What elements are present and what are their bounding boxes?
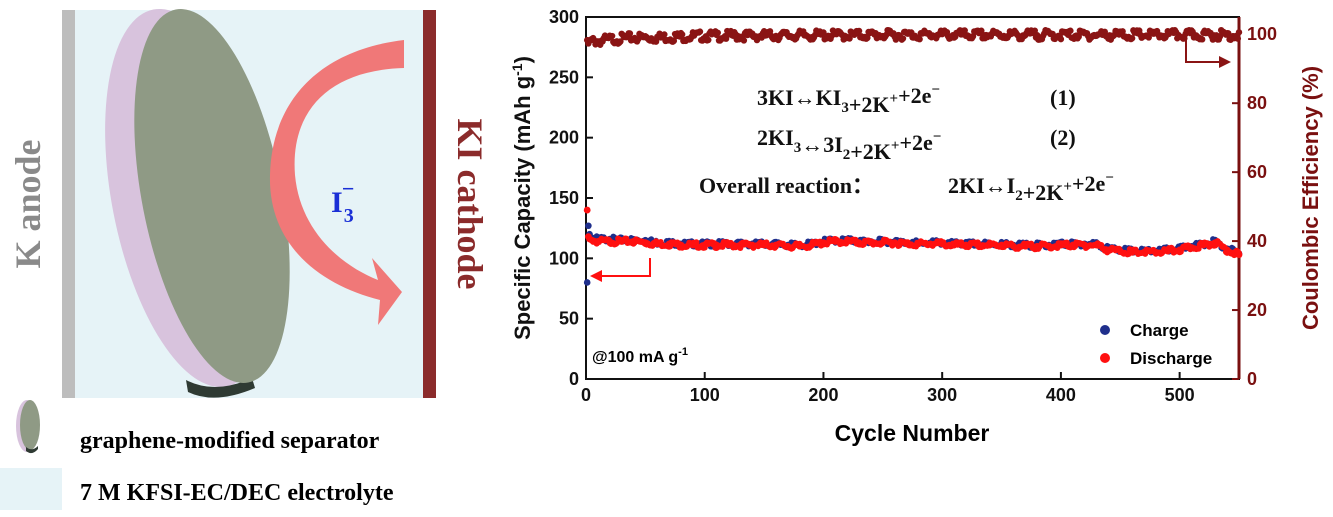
ce-point: [820, 29, 827, 36]
discharge-series: [583, 206, 1243, 259]
ki-cathode-plate: [423, 10, 436, 398]
charge-point: [583, 279, 591, 286]
x-tick-label: 400: [1046, 385, 1076, 405]
left-y-axis-title: Specific Capacity (mAh g-1): [509, 56, 535, 340]
k-anode-label: K anode: [8, 139, 48, 268]
discharge-point: [1236, 250, 1242, 257]
overall-reaction-equation: 2KI↔I2+2K++2e−: [948, 170, 1114, 205]
y-tick-label: 50: [559, 309, 579, 329]
right-y-axis-title: Coulombic Efficiency (%): [1298, 66, 1323, 330]
ce-point: [855, 27, 863, 35]
ce-point: [899, 35, 907, 42]
y2-tick-label: 40: [1247, 231, 1267, 251]
ce-point: [626, 30, 634, 37]
reaction-equations: 3KI↔KI3+2K++2e− (1) 2KI3↔3I2+2K++2e− (2) Ove…: [699, 82, 1114, 205]
y-tick-label: 0: [569, 369, 579, 389]
x-axis-title: Cycle Number: [835, 420, 990, 446]
ce-point: [1198, 36, 1206, 43]
reaction-tag-2: (2): [1050, 125, 1076, 150]
ce-point: [846, 35, 853, 42]
discharge-legend-marker: [1100, 353, 1110, 363]
x-axis: 0 100 200 300 400 500: [581, 372, 1195, 405]
chart-legend: Charge Discharge: [1100, 321, 1212, 368]
ce-point: [1119, 28, 1126, 35]
ce-point: [661, 31, 668, 38]
separator-edge-shadow: [186, 378, 255, 398]
x-tick-label: 300: [927, 385, 957, 405]
left-axis-indicator-arrow: [590, 258, 651, 282]
charge-legend-label: Charge: [1130, 321, 1189, 340]
separator-legend-label: graphene-modified separator: [80, 428, 380, 454]
discharge-point: [583, 206, 591, 214]
ce-point: [678, 31, 686, 38]
ce-point: [608, 32, 616, 40]
ce-point: [916, 35, 923, 43]
ce-point: [864, 34, 871, 42]
k-anode-plate: [62, 10, 75, 398]
ce-point: [696, 28, 704, 35]
ce-point: [1057, 35, 1065, 43]
charge-point: [585, 222, 592, 230]
charge-legend-marker: [1100, 325, 1110, 335]
discharge-point: [693, 239, 700, 246]
x-tick-label: 0: [581, 385, 591, 405]
ce-point: [740, 37, 748, 44]
current-density-label: @100 mA g-1: [592, 346, 688, 366]
y2-tick-label: 80: [1247, 93, 1267, 113]
reaction-equation-1: 3KI↔KI3+2K++2e−: [757, 82, 940, 117]
cell-schematic: I3− K anode KI cathode: [8, 8, 490, 398]
ce-point: [1067, 27, 1074, 34]
separator-icon: [16, 400, 40, 454]
y2-tick-label: 0: [1247, 369, 1257, 389]
y-tick-label: 250: [549, 67, 579, 87]
ce-point: [714, 29, 721, 36]
y2-tick-label: 60: [1247, 162, 1267, 182]
right-y-axis: 0 20 40 60 80 100: [1232, 24, 1277, 389]
y-tick-label: 300: [549, 7, 579, 27]
electrolyte-swatch-icon: [0, 468, 62, 510]
capacity-chart: 0 100 200 300 400 500 0 50 100 150 200 250 300 0 20 4…: [509, 7, 1323, 446]
separator-face: [134, 9, 290, 383]
triiodide-ion-label: I3−: [331, 176, 354, 227]
coulombic-efficiency-series: [583, 26, 1243, 48]
ce-point: [1075, 33, 1082, 40]
ki-cathode-label: KI cathode: [450, 119, 490, 290]
x-tick-label: 500: [1165, 385, 1195, 405]
ce-point: [705, 36, 712, 44]
ion-migration-arrow: [269, 40, 404, 325]
ce-point: [670, 37, 678, 45]
y-tick-label: 150: [549, 188, 579, 208]
y2-tick-label: 100: [1247, 24, 1277, 44]
ce-point: [1145, 34, 1152, 41]
y-tick-label: 200: [549, 128, 579, 148]
discharge-point: [1054, 245, 1061, 252]
y-tick-label: 100: [549, 248, 579, 268]
schematic-legend: graphene-modified separator 7 M KFSI-EC/…: [0, 400, 394, 510]
left-y-axis: 0 50 100 150 200 250 300: [549, 7, 593, 389]
ce-point: [617, 38, 624, 45]
overall-reaction-label: Overall reaction：: [699, 173, 874, 198]
ce-point: [1128, 35, 1136, 42]
ce-point: [961, 27, 968, 34]
discharge-legend-label: Discharge: [1130, 349, 1212, 368]
separator-disc: [105, 8, 290, 398]
y2-tick-label: 20: [1247, 300, 1267, 320]
reaction-tag-1: (1): [1050, 85, 1076, 110]
x-tick-label: 100: [690, 385, 720, 405]
right-axis-indicator-arrow: [1185, 40, 1231, 68]
reaction-equation-2: 2KI3↔3I2+2K++2e−: [757, 125, 941, 164]
electrolyte-legend-label: 7 M KFSI-EC/DEC electrolyte: [80, 480, 394, 506]
x-tick-label: 200: [808, 385, 838, 405]
ce-point: [1234, 35, 1242, 42]
ce-point: [1235, 29, 1243, 36]
